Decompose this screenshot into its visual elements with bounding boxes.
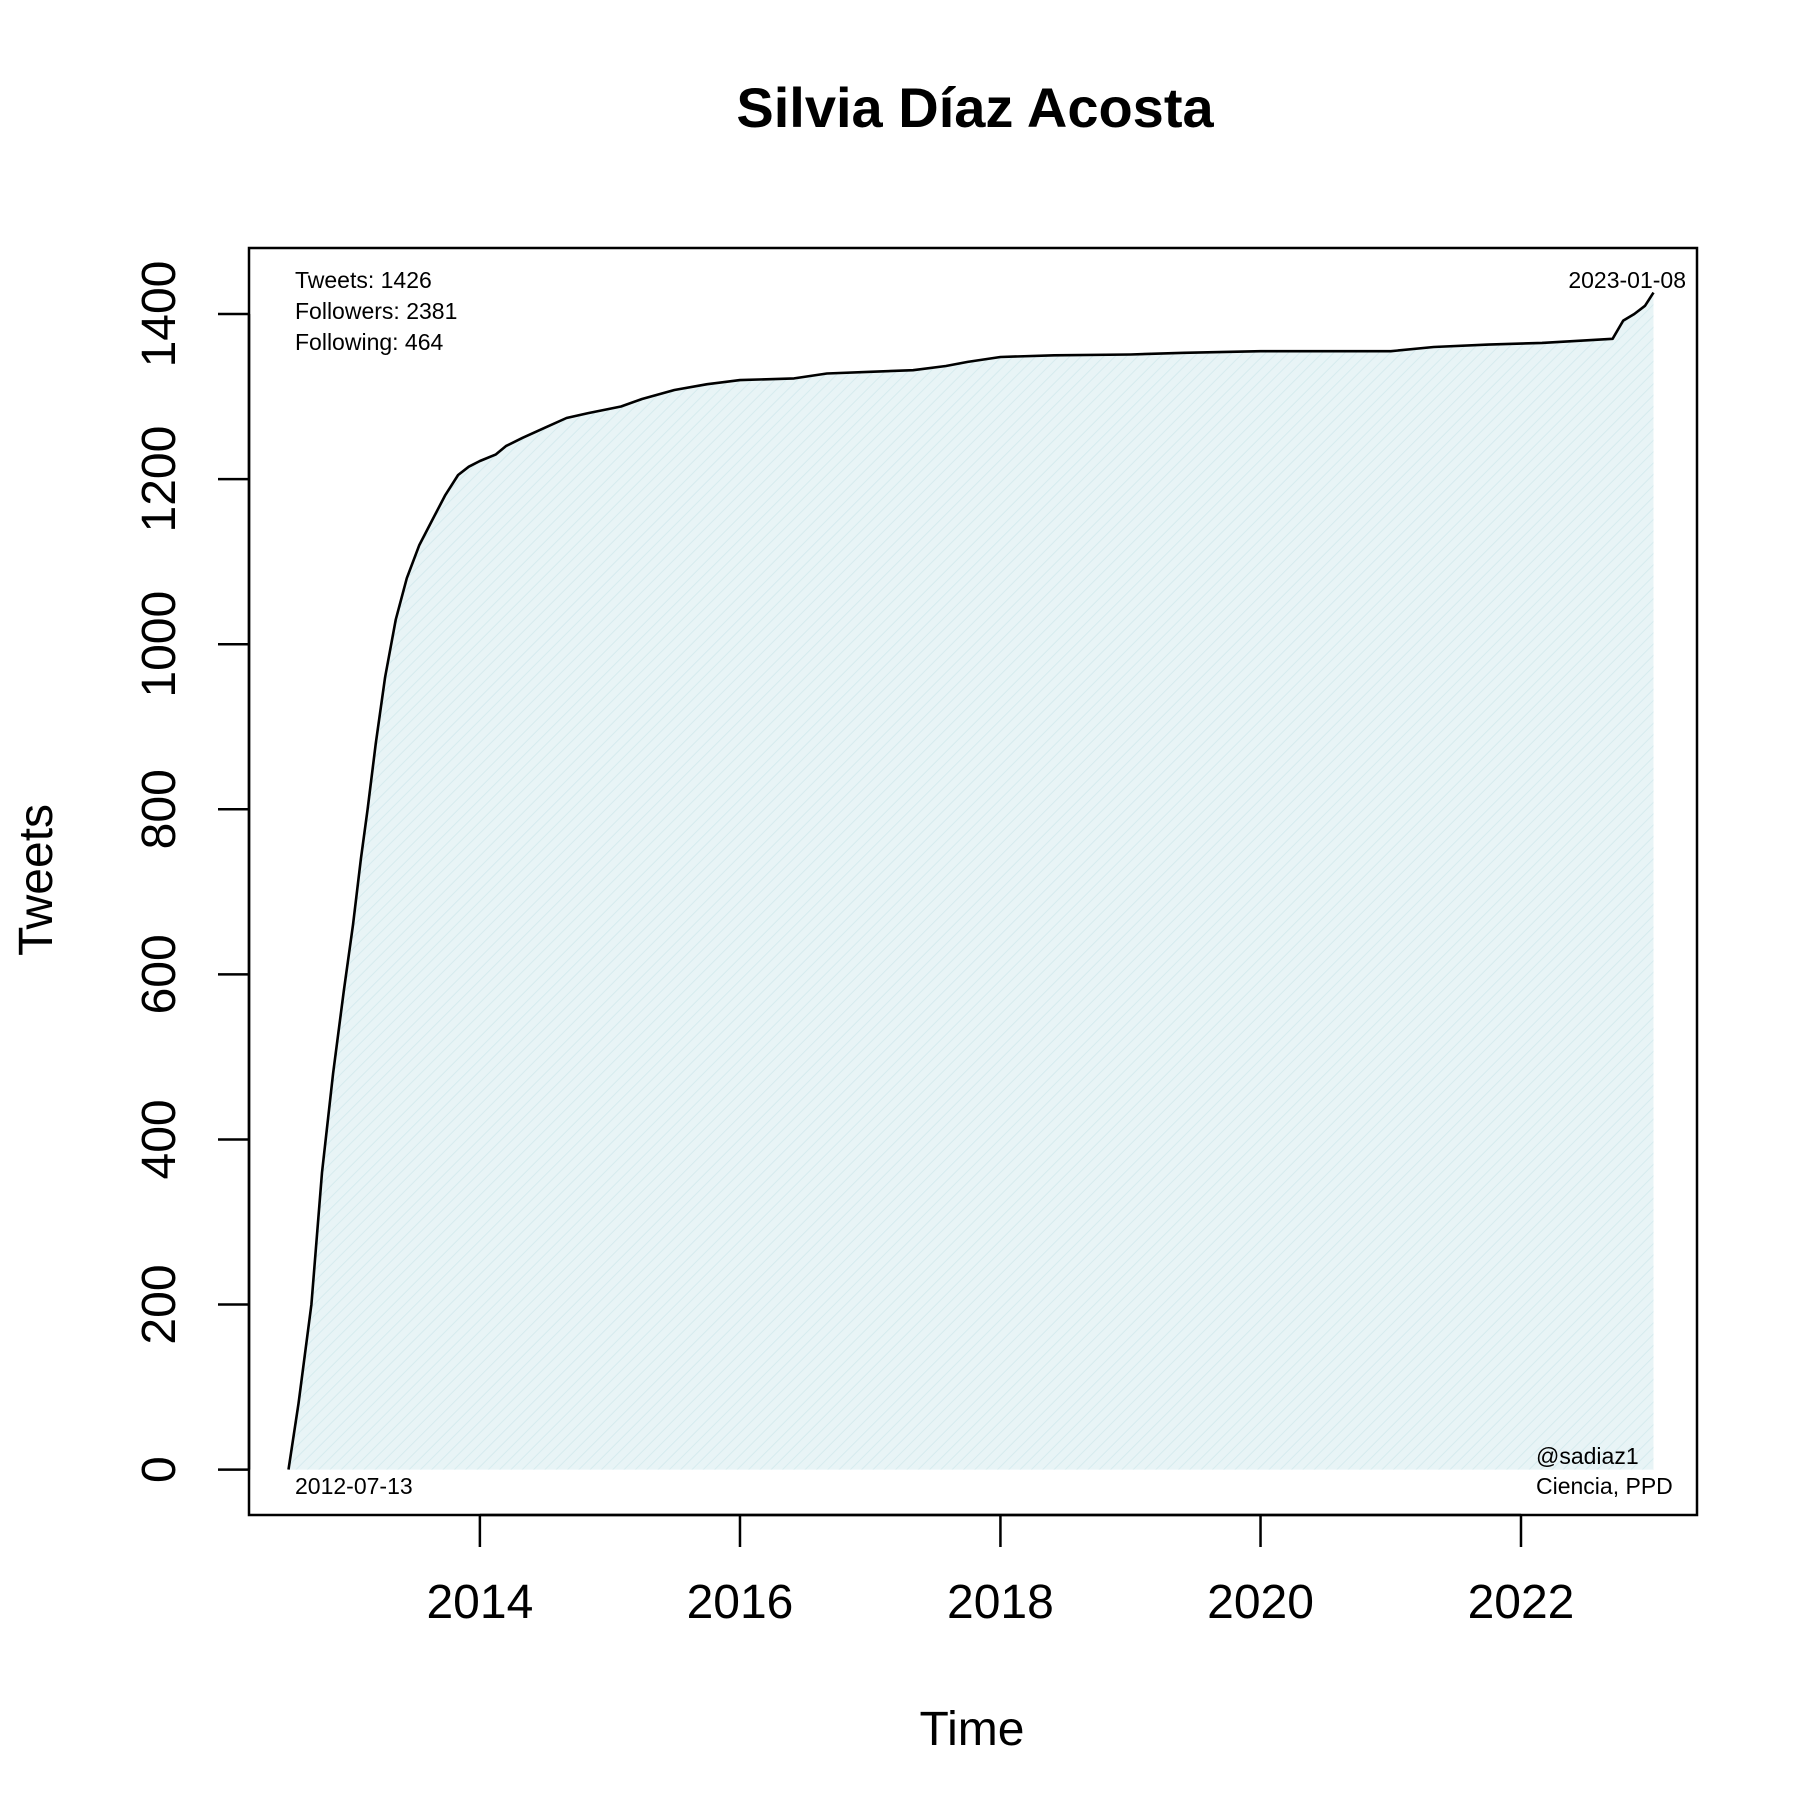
chart-title: Silvia Díaz Acosta [736,76,1214,139]
y-axis-label: Tweets [10,804,63,956]
y-tick-label: 400 [133,1099,186,1179]
stats-following: Following: 464 [295,329,444,355]
cumulative-tweets-line [287,291,1655,1470]
y-tick-label: 0 [133,1456,186,1483]
affiliation-label: Ciencia, PPD [1536,1473,1673,1499]
x-tick-label: 2020 [1207,1576,1314,1629]
x-tick-label: 2014 [426,1576,533,1629]
y-tick-label: 600 [133,934,186,1014]
y-tick-label: 1400 [133,261,186,368]
y-tick-label: 800 [133,769,186,849]
x-axis-label: Time [920,1703,1025,1756]
y-tick-label: 200 [133,1264,186,1344]
x-tick-label: 2018 [947,1576,1054,1629]
y-tick-label: 1200 [133,426,186,533]
y-tick-label: 1000 [133,591,186,698]
stats-followers: Followers: 2381 [295,298,457,324]
x-tick-label: 2022 [1468,1576,1575,1629]
x-axis: 2014 2016 2018 2020 2022 [426,1513,1575,1629]
x-tick-label: 2016 [687,1576,794,1629]
end-date-label: 2023-01-08 [1568,267,1686,293]
start-date-label: 2012-07-13 [295,1473,413,1499]
cumulative-tweets-area [288,292,1654,1470]
plot-area [287,291,1655,1470]
handle-label: @sadiaz1 [1536,1443,1639,1469]
stats-tweets: Tweets: 1426 [295,267,432,293]
y-axis: 0 200 400 600 800 1000 1200 1400 [133,261,251,1483]
stats-annotation: Tweets: 1426 Followers: 2381 Following: … [295,267,457,355]
